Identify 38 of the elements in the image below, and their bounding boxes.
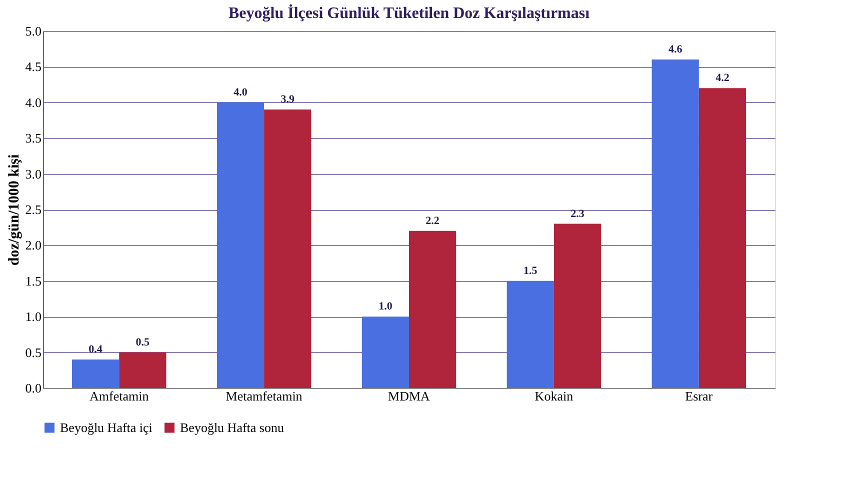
y-axis-title: doz/gün/1000 kişi — [6, 154, 22, 266]
data-label: 4.6 — [668, 44, 683, 56]
data-label: 1.5 — [524, 264, 538, 277]
bar — [362, 316, 409, 388]
x-tick-label: MDMA — [388, 388, 431, 404]
y-tick-label: 4.5 — [25, 59, 42, 74]
bar — [506, 280, 554, 388]
data-label: 2.3 — [570, 208, 585, 220]
bar — [698, 88, 746, 388]
x-tick-label: Esrar — [685, 388, 714, 404]
y-tick-label: 1.5 — [25, 273, 42, 288]
bar — [554, 224, 602, 388]
bar — [409, 230, 456, 388]
data-label: 0.5 — [136, 336, 150, 348]
legend-label: Beyoğlu Hafta sonu — [180, 420, 284, 435]
y-tick-label: 3.0 — [25, 166, 42, 182]
data-label: 2.2 — [426, 214, 440, 227]
x-tick-label: Metamfetamin — [226, 388, 303, 404]
y-tick-label: 5.0 — [25, 24, 42, 38]
y-tick-label: 4.0 — [25, 94, 42, 110]
bar — [72, 359, 120, 388]
legend-label: Beyoğlu Hafta içi — [60, 420, 153, 435]
chart-title: Beyoğlu İlçesi Günlük Tüketilen Doz Karşılaştırması — [228, 4, 590, 22]
data-label: 4.0 — [234, 86, 248, 98]
y-tick-label: 1.0 — [25, 309, 42, 324]
x-tick-label: Kokain — [534, 388, 574, 404]
y-tick-label: 2.0 — [25, 238, 42, 253]
y-tick-label: 0.0 — [25, 380, 42, 396]
y-tick-label: 0.5 — [25, 344, 42, 360]
data-label: 4.2 — [716, 72, 730, 84]
bar — [216, 102, 264, 388]
y-tick-label: 3.5 — [25, 130, 42, 146]
bar — [119, 352, 166, 388]
data-label: 1.0 — [378, 300, 393, 313]
x-tick-label: Amfetamin — [89, 388, 150, 404]
bar — [264, 110, 312, 388]
bar — [652, 60, 699, 388]
y-tick-label: 2.5 — [25, 202, 42, 217]
